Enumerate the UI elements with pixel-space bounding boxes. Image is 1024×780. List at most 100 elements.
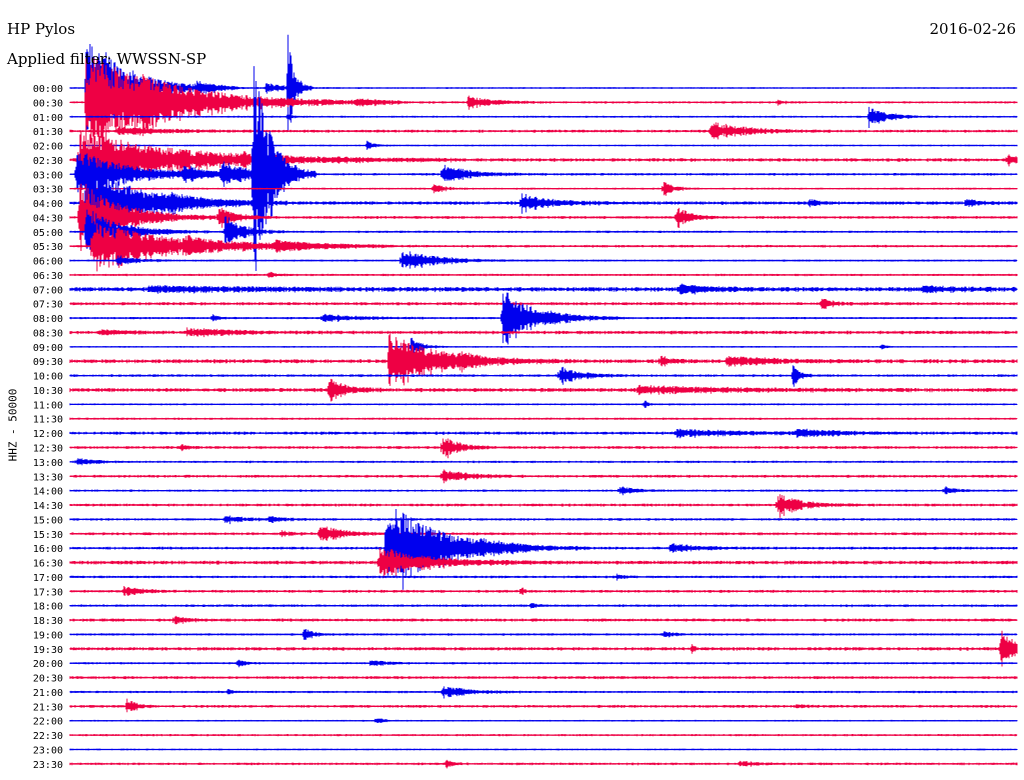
row-time-label: 00:30 [33, 98, 63, 109]
trace-row [69, 333, 1018, 386]
trace-row [69, 438, 1018, 459]
trace-row [69, 629, 1018, 640]
row-time-label: 10:30 [33, 386, 63, 397]
row-time-label: 23:00 [33, 745, 63, 756]
row-time-label: 18:00 [33, 602, 63, 613]
trace-row [69, 337, 1018, 358]
trace-row [69, 292, 1018, 345]
trace-row [69, 182, 1018, 196]
trace-row [69, 271, 1018, 278]
row-time-label: 16:30 [33, 559, 63, 570]
trace-row [69, 327, 1018, 338]
row-time-label: 08:30 [33, 328, 63, 339]
row-time-label: 13:00 [33, 458, 63, 469]
trace-group [69, 34, 1018, 769]
time-label-group: 00:00 00:30 01:00 01:30 02:00 02:30 03:00 03:30… [33, 84, 63, 771]
row-time-label: 20:00 [33, 659, 63, 670]
row-time-label: 07:00 [33, 285, 63, 296]
row-time-label: 19:30 [33, 645, 63, 656]
row-time-label: 12:30 [33, 444, 63, 455]
trace-row [69, 548, 1018, 578]
trace-row [69, 615, 1018, 625]
trace-row [69, 58, 1018, 155]
row-time-label: 20:30 [33, 674, 63, 685]
row-time-label: 07:30 [33, 300, 63, 311]
row-time-label: 09:00 [33, 343, 63, 354]
trace-row [69, 676, 1018, 680]
trace-row [69, 734, 1018, 737]
channel-label: HHZ - 50000 [6, 388, 20, 462]
row-time-label: 18:30 [33, 616, 63, 627]
row-time-label: 10:00 [33, 372, 63, 383]
trace-row [69, 526, 1018, 541]
row-time-label: 15:00 [33, 515, 63, 526]
row-time-label: 16:00 [33, 544, 63, 555]
row-time-label: 17:30 [33, 587, 63, 598]
trace-row [69, 209, 1018, 252]
trace-row [69, 122, 1018, 140]
trace-row [69, 698, 1018, 713]
row-time-label: 02:00 [33, 142, 63, 153]
row-time-label: 00:00 [33, 84, 63, 95]
trace-row [69, 486, 1018, 496]
trace-row [69, 251, 1018, 269]
row-time-label: 17:00 [33, 573, 63, 584]
trace-row [69, 183, 1018, 251]
trace-row [69, 365, 1018, 387]
row-time-label: 22:30 [33, 731, 63, 742]
date-label: 2016-02-26 [929, 20, 1016, 38]
trace-row [69, 630, 1018, 667]
row-time-label: 01:30 [33, 127, 63, 138]
row-time-label: 01:00 [33, 113, 63, 124]
trace-row [69, 106, 1018, 128]
trace-row [69, 509, 1018, 590]
trace-row [69, 603, 1018, 609]
trace-row [69, 686, 1018, 699]
row-time-label: 11:00 [33, 400, 63, 411]
trace-row [69, 400, 1018, 408]
row-time-label: 14:00 [33, 487, 63, 498]
row-time-label: 08:00 [33, 314, 63, 325]
trace-row [69, 131, 1018, 194]
row-time-label: 02:30 [33, 156, 63, 167]
trace-row [69, 458, 1018, 466]
row-time-label: 15:30 [33, 530, 63, 541]
row-time-label: 03:00 [33, 170, 63, 181]
trace-row [69, 66, 1018, 271]
trace-row [69, 140, 1018, 150]
row-time-label: 05:30 [33, 242, 63, 253]
row-time-label: 06:30 [33, 271, 63, 282]
row-time-label: 12:00 [33, 429, 63, 440]
row-time-label: 05:00 [33, 228, 63, 239]
trace-row [69, 659, 1018, 668]
trace-row [69, 223, 1018, 272]
row-time-label: 23:30 [33, 760, 63, 771]
row-time-label: 14:30 [33, 501, 63, 512]
row-time-label: 21:30 [33, 702, 63, 713]
trace-row [69, 164, 1018, 244]
trace-row [69, 515, 1018, 525]
trace-row [69, 759, 1018, 769]
trace-row [69, 283, 1018, 295]
trace-row [69, 494, 1018, 518]
filter-label: Applied filter: WWSSN-SP [7, 50, 207, 68]
trace-row [69, 298, 1018, 309]
trace-row [69, 718, 1018, 723]
row-time-label: 04:30 [33, 213, 63, 224]
trace-row [69, 573, 1018, 581]
trace-row [69, 428, 1018, 439]
trace-row [69, 417, 1018, 420]
trace-row [69, 378, 1018, 402]
row-time-label: 21:00 [33, 688, 63, 699]
row-time-label: 04:00 [33, 199, 63, 210]
row-time-label: 19:00 [33, 630, 63, 641]
trace-row [69, 469, 1018, 484]
row-time-label: 03:30 [33, 185, 63, 196]
row-time-label: 06:00 [33, 257, 63, 268]
row-time-label: 11:30 [33, 415, 63, 426]
trace-row [69, 748, 1018, 751]
trace-row [69, 586, 1018, 596]
row-time-label: 22:00 [33, 717, 63, 728]
row-time-label: 13:30 [33, 472, 63, 483]
